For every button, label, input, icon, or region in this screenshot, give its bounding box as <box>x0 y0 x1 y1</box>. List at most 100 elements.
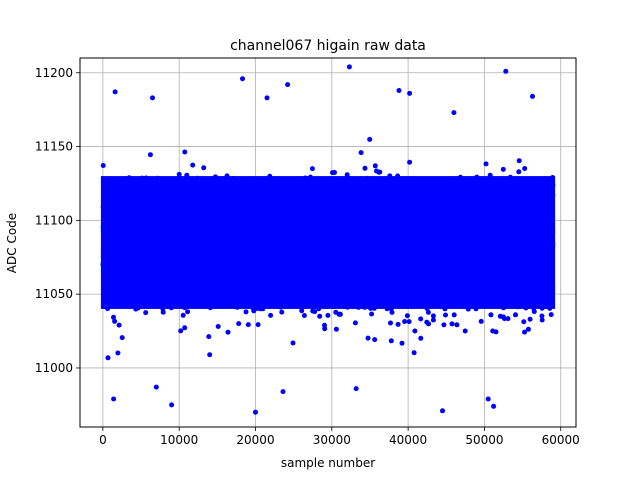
outlier-point <box>407 90 413 96</box>
data-point <box>268 312 274 318</box>
outlier-point <box>280 389 286 395</box>
outlier-point <box>150 95 155 101</box>
data-point <box>430 313 436 319</box>
x-tick-label: 40000 <box>389 433 427 447</box>
x-tick-label: 0 <box>99 433 107 447</box>
data-point <box>330 170 335 176</box>
data-point <box>362 165 368 171</box>
data-point <box>418 316 424 322</box>
data-point <box>407 159 413 165</box>
y-tick-label: 11200 <box>35 66 73 80</box>
data-point <box>521 319 527 325</box>
data-point <box>525 326 531 332</box>
data-point <box>441 322 447 328</box>
data-point <box>522 166 528 171</box>
data-point <box>322 326 328 332</box>
outlier-point <box>396 88 402 93</box>
data-point <box>215 324 221 329</box>
x-tick-label: 60000 <box>542 433 580 447</box>
data-point <box>111 314 116 320</box>
data-point <box>449 321 455 327</box>
data-point <box>399 340 405 346</box>
data-point <box>299 308 305 314</box>
y-tick-label: 11150 <box>35 140 73 154</box>
data-point <box>182 149 188 155</box>
outlier-point <box>153 384 159 390</box>
data-point <box>522 329 527 335</box>
data-point <box>443 312 448 318</box>
data-point <box>112 318 118 324</box>
data-point <box>119 335 125 341</box>
data-point <box>411 350 417 356</box>
data-point <box>516 158 522 164</box>
outlier-point <box>353 386 359 392</box>
outlier-point <box>346 64 352 70</box>
data-point <box>418 335 424 341</box>
data-point <box>367 136 373 142</box>
plot-frame <box>79 57 577 428</box>
data-point <box>395 321 401 327</box>
data-point <box>201 165 207 171</box>
data-point <box>185 309 191 315</box>
data-point <box>527 316 533 322</box>
data-point <box>279 309 285 315</box>
data-point <box>358 150 364 156</box>
y-tick-label: 11000 <box>35 361 73 375</box>
data-point <box>206 334 212 340</box>
data-point <box>310 308 316 314</box>
data-point <box>372 163 378 169</box>
data-point <box>483 161 489 167</box>
outlier-point <box>253 409 258 415</box>
data-point <box>147 152 153 158</box>
data-point <box>325 312 331 318</box>
data-point <box>377 169 383 175</box>
data-point <box>182 325 188 331</box>
outlier-point <box>451 110 457 116</box>
data-point <box>245 322 251 328</box>
data-point <box>478 318 484 324</box>
outlier-point <box>491 403 497 409</box>
data-point <box>143 310 149 316</box>
outlier-point <box>440 408 445 414</box>
data-point <box>388 338 394 344</box>
data-point <box>309 166 315 172</box>
data-point <box>207 352 213 358</box>
outlier-point <box>112 89 118 95</box>
data-point <box>500 166 506 172</box>
data-point <box>451 312 457 318</box>
data-point <box>404 313 410 319</box>
data-point <box>388 320 393 326</box>
data-point <box>539 317 545 323</box>
data-points <box>100 64 556 415</box>
data-point <box>539 313 545 319</box>
data-point <box>333 326 339 332</box>
data-point <box>115 350 121 356</box>
data-point <box>236 321 242 327</box>
data-point <box>225 329 231 335</box>
data-point <box>516 169 522 175</box>
data-point <box>424 319 430 325</box>
data-point <box>412 328 418 334</box>
data-point <box>352 320 358 326</box>
x-axis-label: sample number <box>281 456 375 470</box>
data-point <box>190 162 196 168</box>
data-point <box>116 322 122 328</box>
dense-point-band <box>100 176 556 309</box>
data-point <box>255 322 261 328</box>
data-point <box>337 311 343 317</box>
data-point <box>548 312 554 318</box>
x-tick-label: 20000 <box>236 433 274 447</box>
data-point <box>178 328 184 334</box>
chart-title: channel067 higain raw data <box>230 38 426 54</box>
data-point <box>105 355 111 361</box>
x-tick-label: 30000 <box>313 433 351 447</box>
data-point <box>488 312 494 318</box>
data-point <box>372 337 378 343</box>
data-point <box>301 313 307 318</box>
outlier-point <box>264 95 270 101</box>
data-point <box>180 312 186 318</box>
data-point <box>317 313 323 319</box>
data-point <box>505 316 511 322</box>
data-point <box>490 328 496 334</box>
